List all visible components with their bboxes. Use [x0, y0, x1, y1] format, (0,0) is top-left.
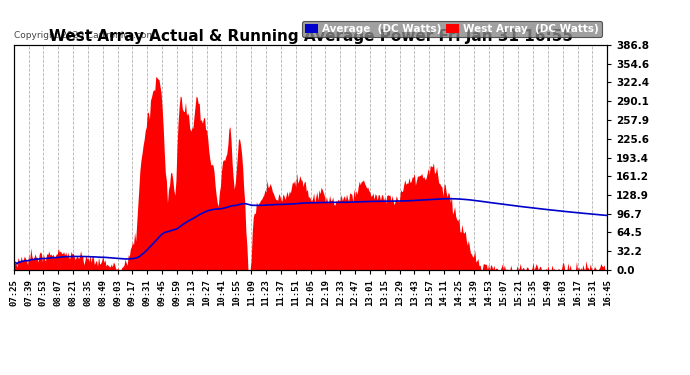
Title: West Array Actual & Running Average Power Fri Jan 31 16:55: West Array Actual & Running Average Powe… [48, 29, 573, 44]
Legend: Average  (DC Watts), West Array  (DC Watts): Average (DC Watts), West Array (DC Watts… [302, 21, 602, 37]
Text: Copyright 2020 Cartronics.com: Copyright 2020 Cartronics.com [14, 32, 155, 40]
